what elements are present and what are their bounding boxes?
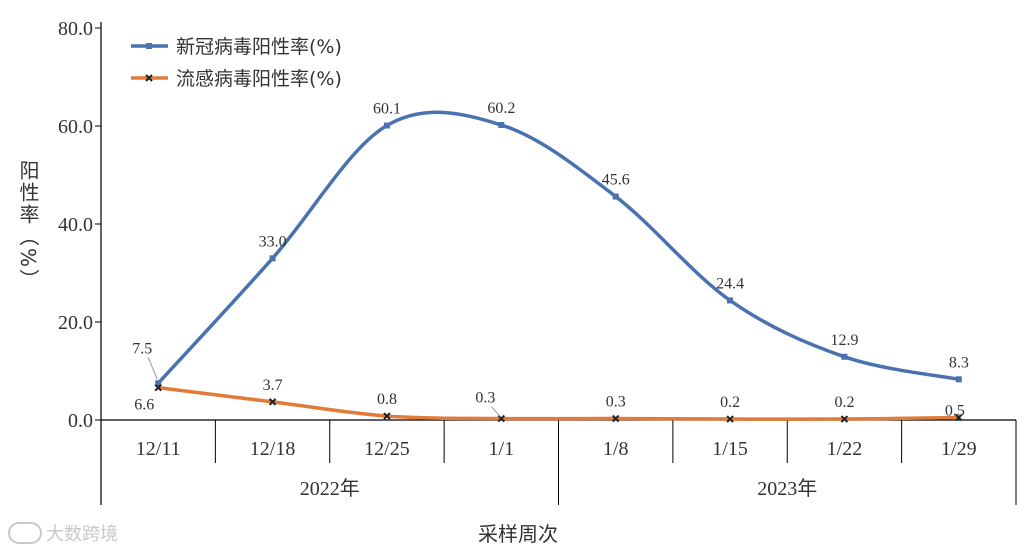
data-point-marker (155, 380, 162, 387)
y-tick-label: 60.0 (58, 116, 93, 138)
x-group-label: 2023年 (757, 477, 817, 500)
legend-label: 新冠病毒阳性率(%) (176, 36, 342, 58)
data-label: 60.2 (487, 100, 515, 117)
data-label: 45.6 (602, 172, 630, 189)
data-label: 0.5 (945, 403, 965, 420)
data-point-marker (841, 353, 848, 360)
data-label: 12.9 (830, 332, 858, 349)
data-label: 0.3 (606, 394, 626, 411)
data-label: 7.5 (132, 340, 152, 357)
data-point-marker (383, 122, 390, 129)
data-point-marker (840, 415, 849, 423)
data-label: 6.6 (134, 397, 154, 414)
x-tick-label: 1/15 (712, 438, 748, 460)
x-tick-label: 1/8 (603, 438, 629, 460)
data-point-marker (955, 413, 963, 422)
y-tick-label: 40.0 (58, 214, 93, 236)
data-point-marker (497, 414, 506, 423)
data-label: 33.0 (259, 233, 287, 250)
data-label: 8.3 (949, 354, 969, 371)
data-point-marker (727, 297, 734, 304)
data-label: 60.1 (373, 101, 401, 118)
data-label: 0.2 (720, 394, 740, 411)
y-axis-title: 阳性率（%） (16, 160, 40, 292)
x-axis-title: 采样周次 (478, 522, 558, 546)
data-label: 0.8 (377, 391, 397, 408)
x-tick-label: 1/29 (941, 438, 977, 460)
data-point-marker (726, 415, 734, 423)
data-point-marker (955, 376, 962, 383)
data-label-leader (490, 406, 501, 417)
data-point-marker (383, 412, 391, 420)
data-label: 0.3 (475, 390, 495, 407)
data-point-marker (268, 398, 277, 406)
x-tick-label: 12/11 (136, 438, 181, 460)
data-point-marker (612, 193, 619, 200)
watermark-logo-icon (8, 522, 42, 544)
legend-label: 流感病毒阳性率(%) (176, 68, 342, 90)
x-group-label: 2022年 (300, 477, 360, 500)
x-tick-label: 1/22 (827, 438, 863, 460)
y-tick-label: 0.0 (68, 410, 93, 432)
watermark-text: 大数跨境 (46, 524, 118, 545)
watermark: 大数跨境 (8, 520, 118, 546)
series-line-2 (157, 385, 959, 421)
data-point-marker (611, 414, 620, 423)
y-tick-label: 20.0 (58, 312, 93, 334)
data-point-marker (269, 255, 276, 262)
x-tick-label: 1/1 (489, 438, 515, 460)
data-label: 24.4 (716, 275, 744, 292)
data-label-leader (147, 357, 158, 380)
data-point-marker (154, 383, 162, 392)
data-label: 3.7 (263, 377, 283, 394)
x-tick-label: 12/25 (364, 438, 410, 460)
x-tick-label: 12/18 (250, 438, 296, 460)
y-tick-label: 80.0 (58, 18, 93, 40)
data-label: 0.2 (834, 394, 854, 411)
data-point-marker (498, 122, 505, 129)
legend-marker (146, 43, 152, 49)
legend-marker (145, 74, 153, 82)
